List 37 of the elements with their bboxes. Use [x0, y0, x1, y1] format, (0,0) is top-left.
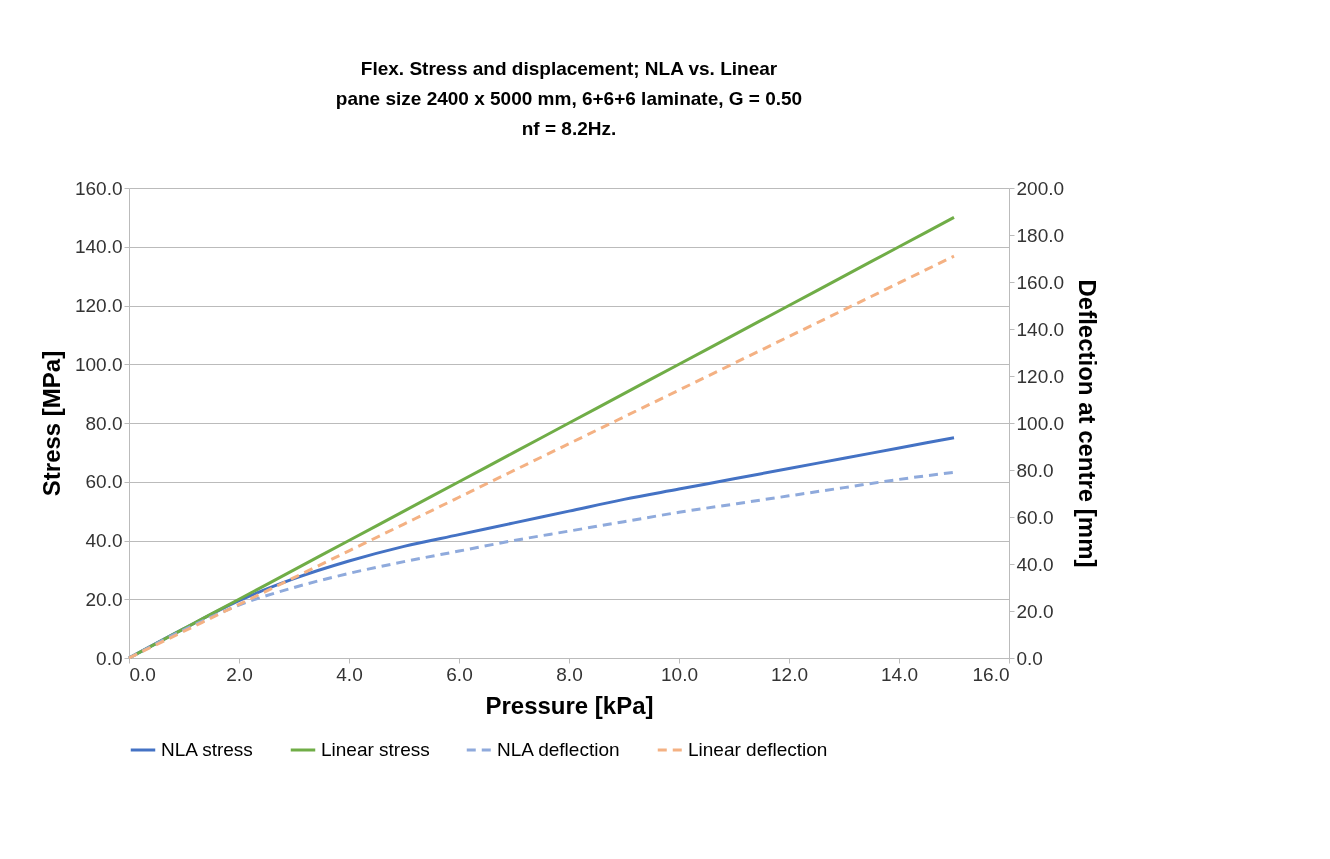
- y2-tick-label: 160.0: [1016, 271, 1065, 293]
- legend-label: Linear stress: [321, 739, 430, 760]
- legend-label: NLA stress: [161, 739, 253, 760]
- x-tick-label: 12.0: [771, 663, 808, 685]
- y-tick-label: 80.0: [85, 412, 123, 434]
- x-tick-label: 0.0: [129, 663, 156, 685]
- y2-tick-label: 80.0: [1016, 459, 1054, 481]
- y2-tick-label: 100.0: [1016, 412, 1065, 434]
- legend-label: NLA deflection: [497, 739, 620, 760]
- y-tick-label: 0.0: [96, 647, 123, 669]
- y-axis-title: Stress [MPa]: [37, 350, 65, 497]
- y-tick-label: 40.0: [85, 530, 123, 551]
- y-tick-label: 140.0: [74, 236, 123, 258]
- y2-tick-label: 140.0: [1016, 318, 1065, 340]
- y-tick-label: 100.0: [74, 353, 123, 375]
- y2-tick-label: 120.0: [1016, 365, 1065, 387]
- chart-title: Flex. Stress and displacement; NLA vs. Linear pane size 2400 x 5000 mm, 6+6+6 laminate, G = 0.50 nf = 8.2Hz.: [335, 58, 803, 139]
- y-tick-label: 20.0: [85, 588, 123, 610]
- y2-axis-title: Deflection at centre [mm]: [1074, 279, 1102, 568]
- y-tick-label: 160.0: [74, 177, 123, 199]
- x-tick-label: 4.0: [336, 663, 363, 685]
- x-tick-label: 2.0: [226, 663, 253, 685]
- x-tick-label: 16.0: [972, 663, 1010, 685]
- y2-tick-label: 20.0: [1016, 600, 1054, 622]
- x-axis-title: Pressure [kPa]: [485, 691, 654, 719]
- y-tick-label: 120.0: [74, 295, 123, 316]
- y2-tick-label: 60.0: [1016, 506, 1054, 528]
- x-tick-label: 14.0: [881, 663, 918, 685]
- y-tick-label: 60.0: [85, 471, 123, 493]
- y2-tick-label: 200.0: [1016, 177, 1065, 199]
- y2-tick-label: 180.0: [1016, 224, 1065, 246]
- y2-tick-label: 40.0: [1016, 553, 1054, 575]
- y2-tick-label: 0.0: [1016, 647, 1043, 669]
- x-tick-label: 6.0: [446, 663, 473, 685]
- x-tick-label: 10.0: [661, 663, 698, 685]
- x-tick-label: 8.0: [556, 663, 583, 685]
- legend-label: Linear deflection: [688, 739, 828, 760]
